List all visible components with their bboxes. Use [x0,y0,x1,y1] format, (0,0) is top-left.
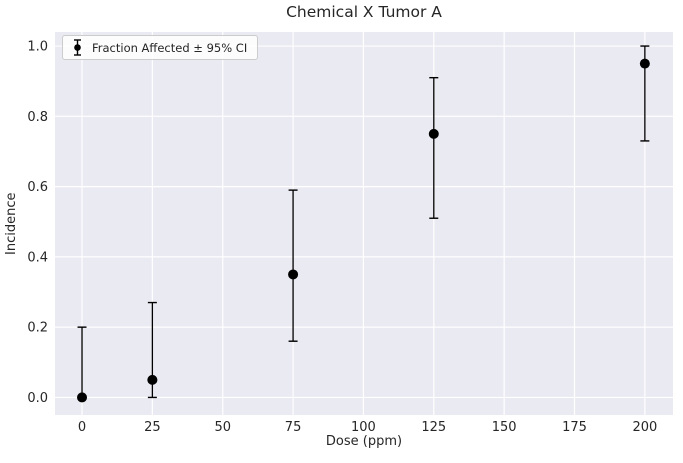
x-tick-label: 25 [144,420,161,435]
x-tick-label: 150 [492,420,517,435]
y-tick-label: 0.6 [27,180,48,195]
y-axis-label: Incidence [4,192,19,255]
x-tick-label: 50 [214,420,231,435]
x-tick-label: 125 [421,420,446,435]
x-tick-label: 100 [351,420,376,435]
x-tick-label: 200 [632,420,657,435]
x-tick-label: 175 [562,420,587,435]
data-point [147,374,158,385]
data-point [639,58,650,69]
y-tick-label: 0.0 [27,391,48,406]
chart-title: Chemical X Tumor A [286,3,442,21]
x-tick-label: 0 [78,420,86,435]
errorbar-icon [74,39,81,56]
y-tick-label: 0.4 [27,250,48,265]
y-tick-label: 1.0 [27,40,48,55]
x-tick-label: 75 [285,420,302,435]
legend-label: Fraction Affected ± 95% CI [92,40,248,55]
data-point [77,392,88,403]
legend: Fraction Affected ± 95% CI [62,35,259,60]
y-tick-label: 0.8 [27,110,48,125]
data-point [288,269,299,280]
y-tick-label: 0.2 [27,321,48,336]
data-point [428,128,439,139]
x-axis-label: Dose (ppm) [325,434,403,449]
